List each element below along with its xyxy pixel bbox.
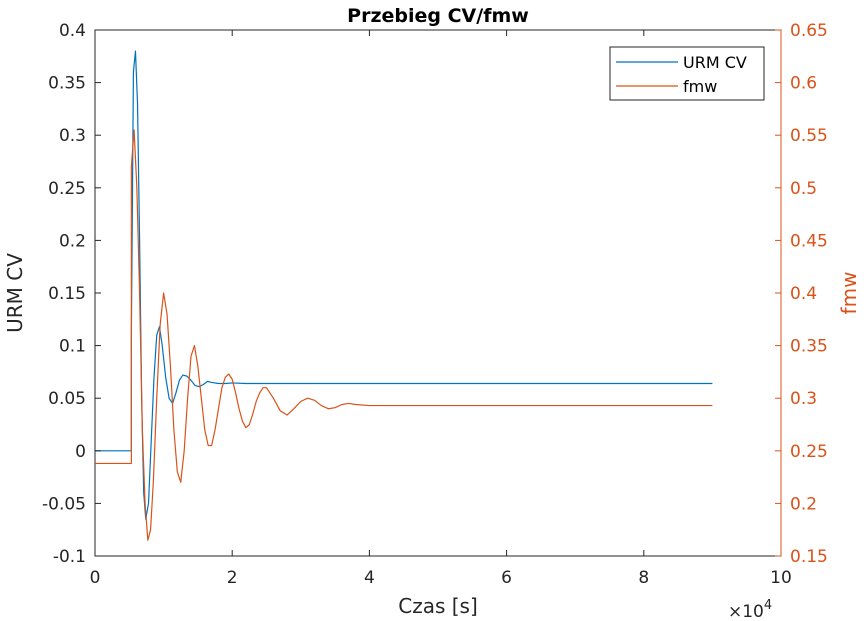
x-axis-exponent: ×104 [728,598,772,621]
y-left-tick-label: 0.1 [59,337,86,357]
series-line-fmw [95,129,713,541]
y-right-tick-label: 0.2 [790,494,817,514]
y-left-tick-label: -0.05 [42,494,86,514]
y-left-tick-label: 0 [75,442,86,462]
x-axis-label: Czas [s] [398,594,478,618]
y-left-tick-label: 0.25 [48,179,86,199]
y-right-tick-label: 0.15 [790,547,828,567]
chart-title: Przebieg CV/fmw [347,5,529,27]
y-left-tick-label: 0.15 [48,284,86,304]
y-right-tick-label: 0.25 [790,442,828,462]
y-left-tick-label: 0.3 [59,126,86,146]
x-tick-label: 2 [227,568,238,588]
x-exponent-power: 4 [764,598,772,613]
series-layer [95,50,713,541]
y-left-tick-label: 0.2 [59,231,86,251]
x-tick-label: 4 [364,568,375,588]
y-left-tick-label: -0.1 [53,547,86,567]
y-left-tick-label: 0.35 [48,74,86,94]
x-axis: 0 2 4 6 8 10 [90,30,792,588]
y-right-tick-label: 0.65 [790,21,828,41]
legend-label-urm-cv: URM CV [683,53,747,72]
legend: URM CV fmw [609,46,765,101]
y-right-tick-label: 0.6 [790,74,817,94]
y-right-tick-label: 0.5 [790,179,817,199]
x-tick-label: 6 [501,568,512,588]
y-right-tick-label: 0.3 [790,389,817,409]
y-right-tick-label: 0.55 [790,126,828,146]
x-tick-label: 8 [638,568,649,588]
y-right-tick-label: 0.45 [790,231,828,251]
legend-box [609,46,765,101]
x-exponent-base: ×10 [728,602,764,621]
y-axis-right: 0.15 0.2 0.25 0.3 0.35 0.4 0.45 0.5 0.55 0.6 0.65 [775,21,828,567]
y-axis-label-left: URM CV [3,253,27,333]
plot-area [94,29,782,557]
y-axis-label-right: fmw [837,272,861,315]
x-tick-label: 0 [90,568,101,588]
y-left-tick-label: 0.4 [59,21,86,41]
legend-label-fmw: fmw [683,77,717,96]
x-tick-label: 10 [770,568,792,588]
y-axis-left: -0.1 -0.05 0 0.05 0.1 0.15 0.2 0.25 0.3 0.35 0.4 [42,21,101,567]
y-left-tick-label: 0.05 [48,389,86,409]
y-right-tick-label: 0.35 [790,337,828,357]
y-right-tick-label: 0.4 [790,284,817,304]
